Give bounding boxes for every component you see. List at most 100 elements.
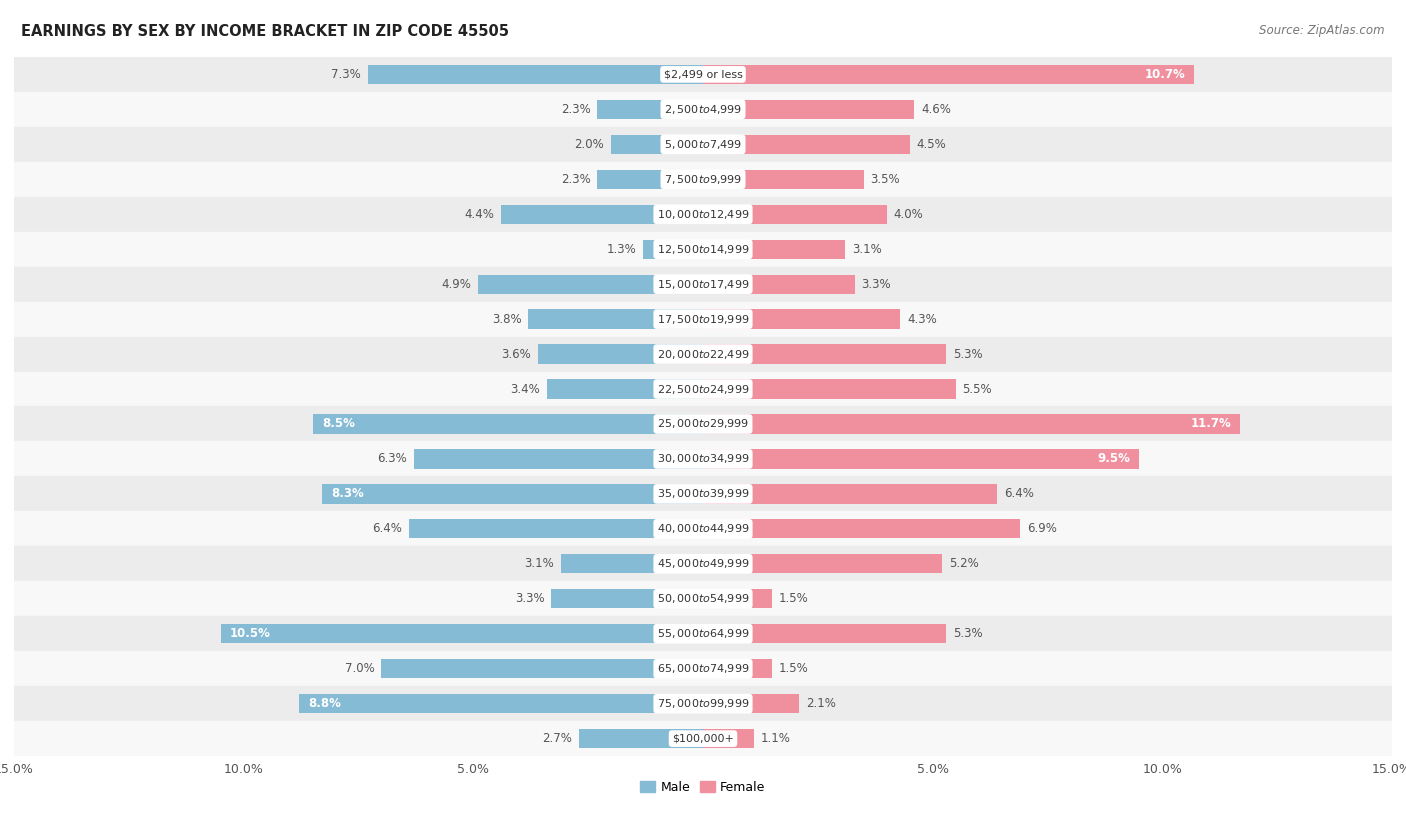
Text: 2.7%: 2.7% — [543, 733, 572, 745]
Text: EARNINGS BY SEX BY INCOME BRACKET IN ZIP CODE 45505: EARNINGS BY SEX BY INCOME BRACKET IN ZIP… — [21, 24, 509, 39]
Bar — [14, 302, 1392, 337]
Text: 6.9%: 6.9% — [1026, 523, 1057, 535]
Text: 4.6%: 4.6% — [921, 103, 950, 115]
Text: 9.5%: 9.5% — [1097, 453, 1130, 465]
Legend: Male, Female: Male, Female — [636, 776, 770, 799]
Text: 5.3%: 5.3% — [953, 628, 983, 640]
Text: 3.4%: 3.4% — [510, 383, 540, 395]
Text: 1.3%: 1.3% — [606, 243, 637, 255]
Text: 4.3%: 4.3% — [907, 313, 938, 325]
Text: 5.5%: 5.5% — [963, 383, 993, 395]
Text: $65,000 to $74,999: $65,000 to $74,999 — [657, 663, 749, 675]
Text: $40,000 to $44,999: $40,000 to $44,999 — [657, 523, 749, 535]
Text: 4.4%: 4.4% — [464, 208, 494, 220]
Text: 1.5%: 1.5% — [779, 663, 808, 675]
Bar — [703, 65, 1195, 84]
Text: 3.8%: 3.8% — [492, 313, 522, 325]
Bar — [14, 57, 1392, 92]
Bar — [561, 554, 703, 573]
Text: $5,000 to $7,499: $5,000 to $7,499 — [664, 138, 742, 150]
Bar — [312, 415, 703, 433]
Text: 5.3%: 5.3% — [953, 348, 983, 360]
Bar — [529, 310, 703, 328]
Bar — [221, 624, 703, 643]
Text: 6.4%: 6.4% — [1004, 488, 1033, 500]
Bar — [703, 415, 1240, 433]
Bar — [14, 686, 1392, 721]
Text: $50,000 to $54,999: $50,000 to $54,999 — [657, 593, 749, 605]
Bar — [14, 721, 1392, 756]
Bar — [14, 267, 1392, 302]
Bar — [14, 92, 1392, 127]
Text: $7,500 to $9,999: $7,500 to $9,999 — [664, 173, 742, 185]
Text: 1.5%: 1.5% — [779, 593, 808, 605]
Text: 7.0%: 7.0% — [344, 663, 374, 675]
Bar — [381, 659, 703, 678]
Bar — [14, 406, 1392, 441]
Text: 3.1%: 3.1% — [852, 243, 882, 255]
Bar — [579, 729, 703, 748]
Bar — [14, 337, 1392, 372]
Bar — [14, 616, 1392, 651]
Text: 2.3%: 2.3% — [561, 173, 591, 185]
Bar — [547, 380, 703, 398]
Bar — [478, 275, 703, 293]
Text: 4.5%: 4.5% — [917, 138, 946, 150]
Bar — [14, 581, 1392, 616]
Text: $30,000 to $34,999: $30,000 to $34,999 — [657, 453, 749, 465]
Text: 4.9%: 4.9% — [441, 278, 471, 290]
Text: 1.1%: 1.1% — [761, 733, 790, 745]
Bar — [703, 450, 1139, 468]
Text: $2,499 or less: $2,499 or less — [664, 69, 742, 80]
Bar — [299, 694, 703, 713]
Bar — [703, 205, 887, 224]
Bar — [14, 441, 1392, 476]
Bar — [703, 659, 772, 678]
Text: 2.0%: 2.0% — [575, 138, 605, 150]
Bar — [703, 170, 863, 189]
Text: 3.3%: 3.3% — [862, 278, 891, 290]
Text: $100,000+: $100,000+ — [672, 733, 734, 744]
Text: 8.5%: 8.5% — [322, 418, 354, 430]
Bar — [644, 240, 703, 259]
Text: 3.1%: 3.1% — [524, 558, 554, 570]
Bar — [14, 476, 1392, 511]
Bar — [14, 127, 1392, 162]
Bar — [703, 694, 800, 713]
Bar — [14, 197, 1392, 232]
Text: $35,000 to $39,999: $35,000 to $39,999 — [657, 488, 749, 500]
Bar — [612, 135, 703, 154]
Bar — [598, 100, 703, 119]
Text: 7.3%: 7.3% — [330, 68, 361, 80]
Bar — [413, 450, 703, 468]
Text: 6.3%: 6.3% — [377, 453, 406, 465]
Text: 2.1%: 2.1% — [807, 698, 837, 710]
Bar — [537, 345, 703, 363]
Text: 5.2%: 5.2% — [949, 558, 979, 570]
Text: 2.3%: 2.3% — [561, 103, 591, 115]
Text: 8.8%: 8.8% — [308, 698, 340, 710]
Text: $15,000 to $17,499: $15,000 to $17,499 — [657, 278, 749, 290]
Text: $22,500 to $24,999: $22,500 to $24,999 — [657, 383, 749, 395]
Text: 10.5%: 10.5% — [231, 628, 271, 640]
Text: $20,000 to $22,499: $20,000 to $22,499 — [657, 348, 749, 360]
Text: $10,000 to $12,499: $10,000 to $12,499 — [657, 208, 749, 220]
Bar — [703, 589, 772, 608]
Bar — [14, 162, 1392, 197]
Bar — [703, 485, 997, 503]
Text: 4.0%: 4.0% — [894, 208, 924, 220]
Bar — [703, 520, 1019, 538]
Bar — [703, 135, 910, 154]
Text: 3.3%: 3.3% — [515, 593, 544, 605]
Text: 3.6%: 3.6% — [501, 348, 531, 360]
Text: 8.3%: 8.3% — [330, 488, 364, 500]
Bar — [368, 65, 703, 84]
Text: 6.4%: 6.4% — [373, 523, 402, 535]
Bar — [703, 554, 942, 573]
Bar — [703, 275, 855, 293]
Bar — [703, 240, 845, 259]
Bar — [14, 651, 1392, 686]
Bar — [598, 170, 703, 189]
Bar — [703, 100, 914, 119]
Text: 3.5%: 3.5% — [870, 173, 900, 185]
